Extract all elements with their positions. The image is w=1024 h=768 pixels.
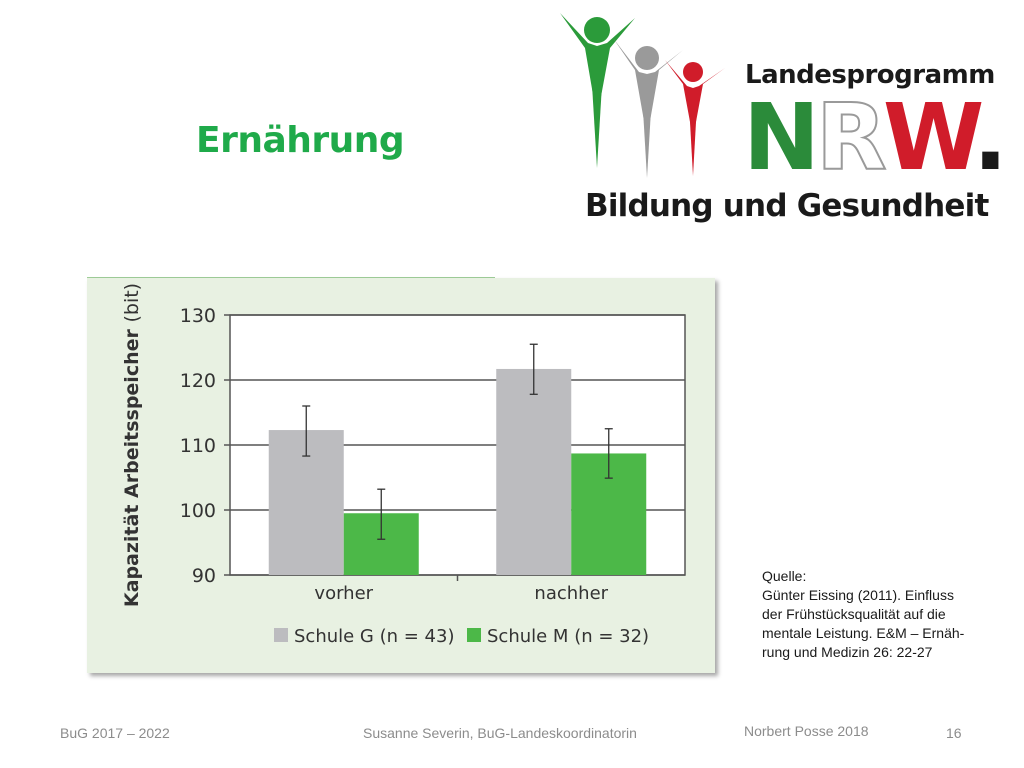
legend-label: Schule G (n = 43) (294, 626, 455, 647)
legend-label: Schule M (n = 32) (487, 626, 649, 647)
logo-nrw: NRW. (743, 87, 1008, 189)
y-tick-label: 100 (180, 500, 216, 522)
source-line: mentale Leistung. E&M – Ernäh- (762, 625, 965, 641)
bar (496, 368, 572, 575)
logo-landesprogramm: Landesprogramm (745, 60, 995, 90)
page-number: 16 (946, 725, 962, 741)
logo-bildung-und-gesundheit: Bildung und Gesundheit (585, 188, 989, 224)
chart-panel: 90 100 110 120 130 vorher nachher Kapazität Arb… (87, 278, 715, 673)
y-tick-label: 110 (180, 435, 216, 457)
y-axis-label: Kapazität Arbeitsspeicher (bit) (121, 283, 143, 607)
source-line: rung und Medizin 26: 22-27 (762, 644, 933, 660)
y-tick-label: 90 (192, 565, 216, 587)
logo-nrw-r: R (815, 84, 888, 191)
source-line: der Frühstücksqualität auf die (762, 606, 946, 622)
logo-nrw-n: N (743, 84, 820, 191)
source-citation: Quelle: Günter Eissing (2011). Einfluss … (762, 567, 1002, 662)
logo-figures-icon (560, 13, 725, 178)
source-line: Quelle: (762, 568, 807, 584)
x-tick-label: vorher (314, 583, 373, 604)
y-axis-label-unit: (bit) (121, 283, 143, 323)
slide-title: Ernährung (196, 120, 405, 161)
legend-swatch (274, 628, 288, 642)
logo-nrw-dot: . (972, 84, 1008, 191)
nrw-logo: Landesprogramm NRW. Bildung und Gesundhe… (555, 8, 1008, 238)
footer-credit: Norbert Posse 2018 (744, 723, 869, 739)
footer-author: Susanne Severin, BuG-Landeskoordinatorin (363, 725, 637, 741)
logo-nrw-w: W (882, 84, 977, 191)
y-axis-label-main: Kapazität Arbeitsspeicher (121, 323, 143, 608)
bar-chart: 90 100 110 120 130 vorher nachher Kapazität Arb… (121, 283, 686, 647)
x-tick-label: nachher (534, 583, 608, 604)
legend-swatch (467, 628, 481, 642)
source-line: Günter Eissing (2011). Einfluss (762, 587, 954, 603)
y-tick-label: 130 (180, 305, 216, 327)
footer-left: BuG 2017 – 2022 (60, 725, 170, 741)
y-tick-label: 120 (180, 370, 216, 392)
